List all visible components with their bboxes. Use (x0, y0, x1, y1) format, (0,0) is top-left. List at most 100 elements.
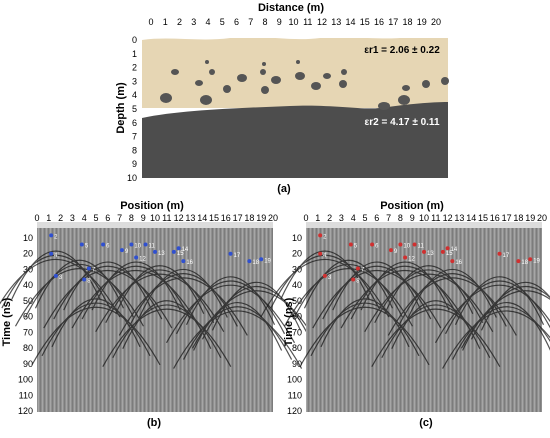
marker-label: 8 (87, 279, 91, 285)
hyperbola (444, 280, 550, 335)
x-tick-label: 13 (331, 17, 341, 27)
hyperbola (0, 259, 121, 318)
hyperbola (462, 301, 550, 351)
hyperbola (1, 254, 111, 309)
y-tick-label: 8 (132, 145, 137, 155)
stone (402, 85, 410, 91)
panel-b-caption: (b) (147, 417, 161, 429)
x-tick-label: 16 (374, 17, 384, 27)
x-tick-label: 13 (454, 213, 464, 223)
hyperbola (384, 265, 474, 315)
panel-a-x-ticks: 0 1 2 3 4 5 6 7 8 9 10 11 12 13 14 15 16 17 18 19 20 (148, 17, 441, 27)
hyperbola (391, 300, 481, 349)
stone (311, 82, 321, 90)
hyperbola (53, 265, 163, 320)
x-tick-label: 7 (248, 17, 253, 27)
x-tick-label: 9 (141, 213, 146, 223)
x-tick-label: 12 (443, 213, 453, 223)
hyperbola (81, 265, 191, 320)
panel-a-y-ticks: 0 1 2 3 4 5 6 7 8 9 10 (127, 35, 137, 183)
x-tick-label: 2 (177, 17, 182, 27)
x-tick-label: 18 (513, 213, 523, 223)
y-tick-label: 6 (132, 118, 137, 128)
x-tick-label: 14 (345, 17, 355, 27)
y-tick-label: 60 (292, 312, 302, 322)
x-tick-label: 20 (537, 213, 547, 223)
marker-label: 6 (106, 244, 110, 250)
stone (237, 74, 247, 82)
stone (195, 80, 203, 86)
x-tick-label: 20 (268, 213, 278, 223)
marker-dot (351, 277, 356, 282)
x-tick-label: 16 (490, 213, 500, 223)
marker-dot (53, 273, 58, 278)
marker-dot (403, 255, 408, 260)
stone (339, 80, 347, 88)
y-tick-label: 4 (132, 90, 137, 100)
marker-dot (318, 233, 323, 238)
marker-dot (79, 242, 84, 247)
marker-dot (228, 251, 233, 256)
marker-dot (171, 249, 176, 254)
hyperbola (434, 284, 550, 344)
x-tick-label: 12 (174, 213, 184, 223)
x-tick-label: 5 (93, 213, 98, 223)
y-tick-label: 60 (23, 312, 33, 322)
x-tick-label: 11 (162, 213, 171, 223)
stone (160, 93, 172, 103)
y-tick-label: 110 (19, 390, 33, 400)
stone (223, 85, 231, 93)
y-tick-label: 90 (292, 359, 302, 369)
hyperbola (71, 270, 201, 329)
stone (422, 80, 430, 88)
marker-label: 10 (403, 244, 410, 250)
panel-a-side-label: Depth (m) (115, 82, 127, 134)
marker-label: 19 (264, 258, 271, 264)
y-tick-label: 0 (132, 35, 137, 45)
x-tick-label: 20 (431, 17, 441, 27)
marker-label: 4 (323, 253, 327, 259)
y-tick-label: 40 (292, 280, 302, 290)
hyperbola (91, 261, 181, 311)
hyperbola (280, 250, 370, 300)
x-tick-label: 11 (431, 213, 440, 223)
y-tick-label: 50 (23, 296, 33, 306)
upper-soil-layer (142, 38, 448, 108)
radargram-c-top-band (306, 222, 542, 228)
x-tick-label: 12 (317, 17, 327, 27)
x-tick-label: 0 (303, 213, 308, 223)
x-tick-label: 19 (256, 213, 266, 223)
marker-dot (153, 249, 157, 254)
y-tick-label: 20 (292, 249, 302, 259)
hyperbola (193, 301, 283, 351)
x-tick-label: 0 (34, 213, 39, 223)
marker-label: 14 (451, 247, 458, 253)
hyperbola (138, 268, 228, 318)
x-tick-label: 18 (244, 213, 254, 223)
stone (295, 72, 305, 80)
y-tick-label: 5 (132, 104, 137, 114)
hyperbola (102, 308, 232, 368)
y-tick-label: 20 (23, 249, 33, 259)
x-tick-label: 14 (197, 213, 207, 223)
x-tick-label: 19 (525, 213, 535, 223)
hyperbola (332, 261, 422, 311)
hyperbola (300, 306, 430, 366)
x-tick-label: 8 (398, 213, 403, 223)
marker-label: 2 (323, 234, 327, 240)
marker-label: 13 (427, 251, 434, 257)
hyperbola (381, 304, 491, 358)
marker-label: 4 (54, 253, 58, 259)
marker-dot (440, 249, 445, 254)
marker-dot (370, 242, 375, 247)
y-tick-label: 80 (292, 343, 302, 353)
x-tick-label: 6 (105, 213, 110, 223)
y-tick-label: 2 (132, 63, 137, 73)
x-tick-label: 10 (150, 213, 160, 223)
x-tick-label: 15 (478, 213, 488, 223)
hyperbola (371, 308, 501, 368)
marker-label: 6 (375, 244, 379, 250)
x-tick-label: 13 (185, 213, 195, 223)
